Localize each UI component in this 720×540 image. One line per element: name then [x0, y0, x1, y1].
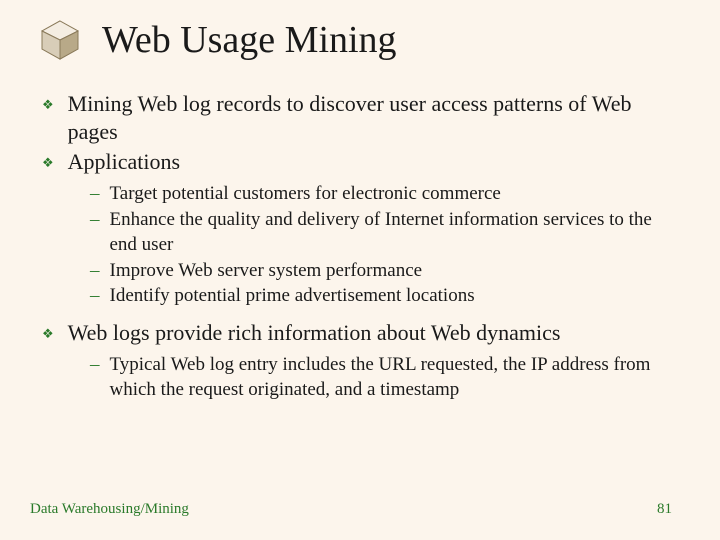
dash-bullet-icon: – [90, 259, 100, 284]
bullet-text: Web logs provide rich information about … [68, 319, 561, 347]
page-number: 81 [657, 501, 672, 518]
sub-item: – Identify potential prime advertisement… [90, 284, 682, 309]
slide-body: ❖ Mining Web log records to discover use… [38, 90, 682, 402]
cube-icon [38, 18, 82, 62]
sub-text: Typical Web log entry includes the URL r… [110, 353, 683, 402]
dash-bullet-icon: – [90, 182, 100, 207]
sub-list: – Typical Web log entry includes the URL… [42, 353, 682, 402]
slide-footer: Data Warehousing/Mining 81 [30, 501, 672, 518]
slide-container: Web Usage Mining ❖ Mining Web log record… [0, 0, 720, 540]
sub-text: Identify potential prime advertisement l… [110, 284, 475, 309]
sub-item: – Typical Web log entry includes the URL… [90, 353, 682, 402]
sub-list: – Target potential customers for electro… [42, 182, 682, 308]
sub-item: – Enhance the quality and delivery of In… [90, 208, 682, 257]
sub-text: Improve Web server system performance [110, 259, 423, 284]
dash-bullet-icon: – [90, 284, 100, 309]
diamond-bullet-icon: ❖ [42, 155, 54, 171]
bullet-text: Mining Web log records to discover user … [68, 90, 682, 146]
sub-text: Enhance the quality and delivery of Inte… [110, 208, 683, 257]
bullet-item: ❖ Web logs provide rich information abou… [42, 319, 682, 347]
sub-item: – Target potential customers for electro… [90, 182, 682, 207]
footer-left: Data Warehousing/Mining [30, 501, 189, 518]
bullet-item: ❖ Mining Web log records to discover use… [42, 90, 682, 146]
slide-title: Web Usage Mining [102, 18, 397, 62]
dash-bullet-icon: – [90, 208, 100, 233]
title-row: Web Usage Mining [38, 18, 682, 62]
sub-text: Target potential customers for electroni… [110, 182, 501, 207]
bullet-text: Applications [68, 148, 180, 176]
bullet-item: ❖ Applications [42, 148, 682, 176]
diamond-bullet-icon: ❖ [42, 326, 54, 342]
dash-bullet-icon: – [90, 353, 100, 378]
diamond-bullet-icon: ❖ [42, 97, 54, 113]
sub-item: – Improve Web server system performance [90, 259, 682, 284]
